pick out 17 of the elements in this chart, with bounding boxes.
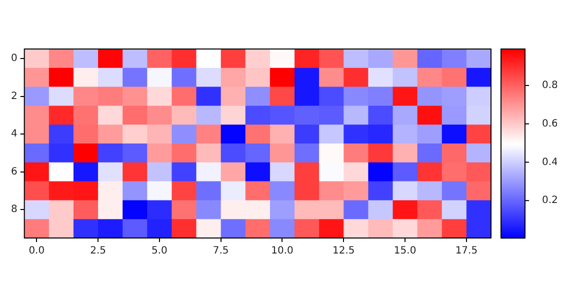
x-tick-label: 7.5	[212, 246, 229, 257]
y-tick-label: 8	[10, 204, 18, 216]
color-bar-label: 0.8	[542, 80, 558, 92]
color-bar-label: 0.2	[542, 195, 558, 206]
x-tick-label: 0.0	[28, 246, 45, 257]
y-tick-label: 6	[10, 166, 18, 178]
x-tick-label: 10.0	[271, 246, 294, 257]
x-tick-label: 12.5	[332, 246, 355, 257]
color-bar-label: 0.6	[542, 118, 558, 130]
x-tick-label: 2.5	[90, 246, 106, 257]
y-tick-label: 4	[10, 128, 18, 140]
x-tick-label: 17.5	[455, 246, 478, 257]
x-tick-label: 5.0	[151, 246, 168, 257]
y-tick-label: 0	[10, 53, 18, 64]
y-tick-label: 2	[10, 90, 18, 102]
x-tick-label: 15.0	[394, 246, 416, 257]
color-bar-label: 0.4	[542, 156, 558, 168]
